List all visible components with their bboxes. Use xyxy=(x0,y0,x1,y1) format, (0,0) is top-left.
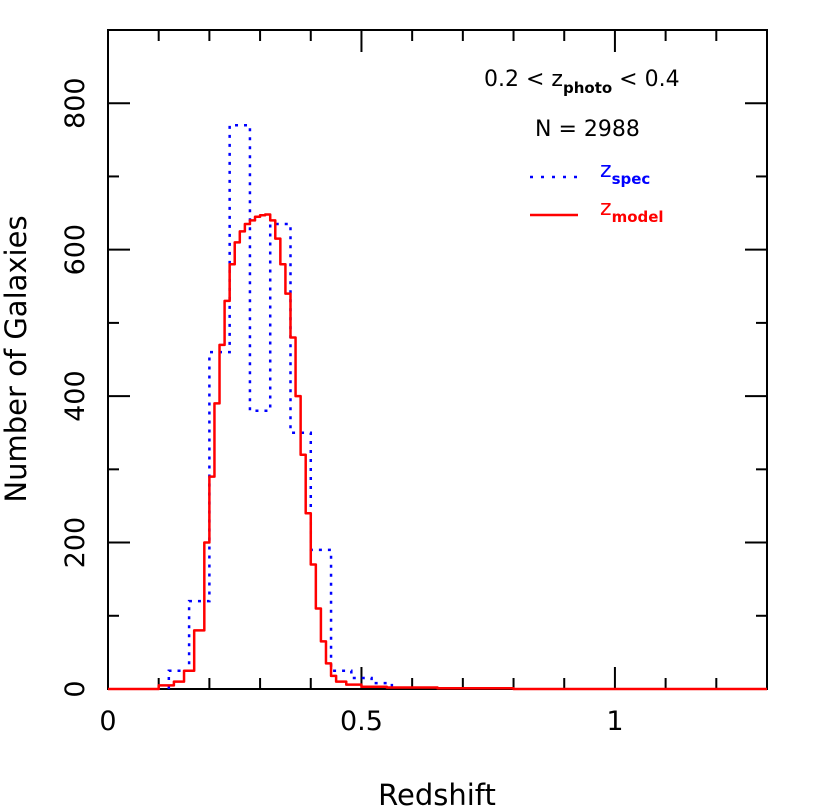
y-tick-label-1: 200 xyxy=(60,517,91,569)
legend-model-sub: model xyxy=(612,208,664,226)
y-tick-label-3: 600 xyxy=(60,224,91,276)
y-tick-label-4: 800 xyxy=(60,77,91,129)
range-subscript: photo xyxy=(563,79,612,97)
galaxy-count-annotation: N = 2988 xyxy=(535,117,640,142)
x-tick-labels: 0 0.5 1 xyxy=(99,706,623,737)
legend: zspec zmodel xyxy=(530,158,664,226)
legend-spec-main: z xyxy=(600,158,612,183)
axis-ticks xyxy=(107,29,768,690)
series-spec-line xyxy=(167,123,394,689)
series-model-line xyxy=(108,213,767,691)
x-tick-label-1: 0.5 xyxy=(340,706,383,737)
plot-frame xyxy=(107,29,768,690)
y-tick-label-2: 400 xyxy=(60,370,91,422)
series-layer xyxy=(108,123,767,691)
legend-label-model: zmodel xyxy=(600,196,664,226)
legend-spec-sub: spec xyxy=(612,170,651,188)
x-tick-label-0: 0 xyxy=(99,706,116,737)
y-tick-labels: 0 200 400 600 800 xyxy=(60,77,91,697)
range-suffix: < 0.4 xyxy=(612,67,679,92)
range-prefix: 0.2 < z xyxy=(484,67,563,92)
legend-label-spec: zspec xyxy=(600,158,650,188)
x-tick-label-2: 1 xyxy=(606,706,623,737)
y-tick-label-0: 0 xyxy=(60,680,91,697)
legend-model-main: z xyxy=(600,196,612,221)
x-axis-title: Redshift xyxy=(378,778,496,809)
y-axis-title: Number of Galaxies xyxy=(0,215,33,502)
redshift-range-annotation: 0.2 < zphoto < 0.4 xyxy=(484,67,680,97)
